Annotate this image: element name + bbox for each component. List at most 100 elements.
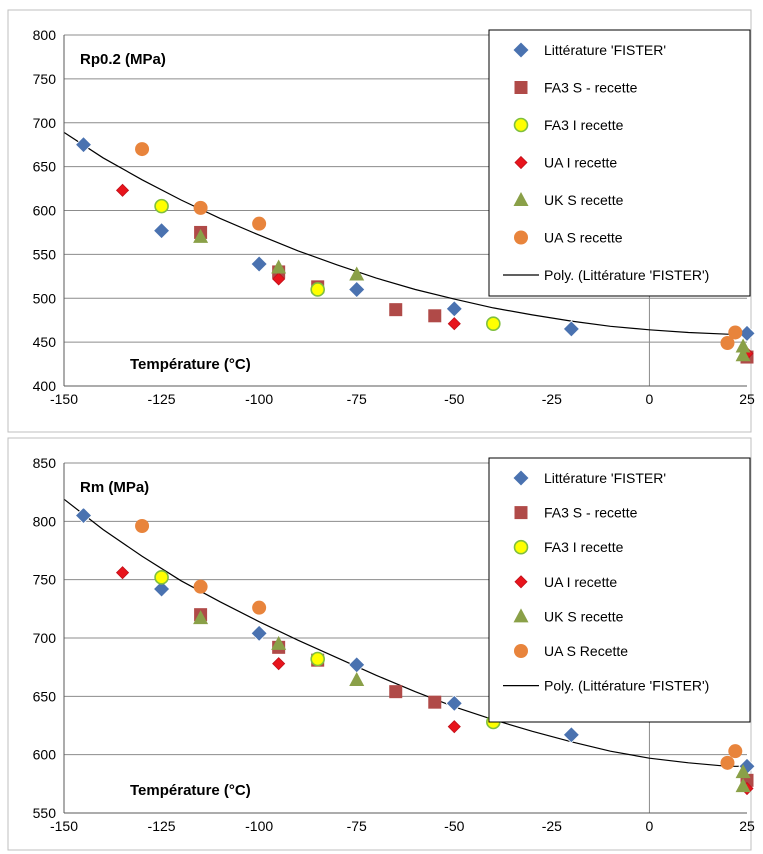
legend-box xyxy=(488,29,751,297)
x-tick-label: -150 xyxy=(50,391,78,407)
legend-label: UK S recette xyxy=(544,608,624,624)
point-uk-s-recette xyxy=(271,635,287,650)
legend-label: Littérature 'FISTER' xyxy=(544,470,666,486)
point-ua-s-recette xyxy=(135,519,150,533)
point-litt-rature-fister xyxy=(153,580,171,598)
point-uk-s-recette xyxy=(193,610,209,625)
y-tick-label: 650 xyxy=(33,688,57,704)
point-litt-rature-fister xyxy=(250,255,268,273)
x-tick-label: -25 xyxy=(542,391,562,407)
point-uk-s-recette xyxy=(271,259,287,274)
x-tick-label: 25 xyxy=(739,818,755,834)
y-tick-label: 750 xyxy=(33,71,57,87)
point-litt-rature-fister xyxy=(74,506,93,525)
axes: 400 450 500 550 600 650 700 750 800 -150 -125 -100 -… xyxy=(33,27,755,407)
point-uk-s-recette xyxy=(349,672,365,686)
y-tick-label: 550 xyxy=(33,805,57,821)
data-points xyxy=(74,506,756,796)
point-ua-s-recette xyxy=(728,325,743,340)
legend-swatch-ua-s-recette xyxy=(514,644,528,658)
x-tick-label: -150 xyxy=(50,818,78,834)
legend: Littérature 'FISTER' FA3 S - recette FA3 I… xyxy=(488,457,751,723)
legend-label: UA S Recette xyxy=(544,643,628,659)
legend-swatch-fa3-i-recette xyxy=(513,539,529,555)
point-fa3-s-recette xyxy=(428,309,442,323)
point-ua-s-recette xyxy=(728,744,743,759)
trendline xyxy=(63,498,747,767)
point-uk-s-recette xyxy=(735,778,751,793)
y-tick-label: 700 xyxy=(33,115,57,131)
legend-swatch-fa3-i-recette xyxy=(513,117,529,133)
point-fa3-i-recette xyxy=(154,570,169,585)
y-tick-label: 750 xyxy=(33,572,57,588)
legend-swatch-litt-rature-fister xyxy=(512,41,530,59)
legend: Littérature 'FISTER' FA3 S - recette FA3 I… xyxy=(488,29,751,297)
y-tick-label: 800 xyxy=(33,27,57,43)
legend-label: UA S recette xyxy=(544,230,623,246)
point-fa3-s-recette xyxy=(389,303,403,317)
point-fa3-i-recette xyxy=(486,316,501,331)
point-fa3-i-recette xyxy=(310,282,325,297)
point-ua-s-recette xyxy=(193,579,208,594)
chart-rp02: 400 450 500 550 600 650 700 750 800 -150 -125 -100 -… xyxy=(7,9,756,433)
legend-label: FA3 S - recette xyxy=(544,80,638,96)
x-tick-label: 25 xyxy=(739,391,755,407)
point-litt-rature-fister xyxy=(250,624,268,642)
point-ua-s-recette xyxy=(720,755,735,770)
point-litt-rature-fister xyxy=(562,320,580,338)
x-axis-label: Température (°C) xyxy=(130,356,251,373)
legend-swatch-uk-s-recette xyxy=(513,192,529,206)
axes: 550 600 650 700 750 800 850 -150 -125 -100 -75 -50 -… xyxy=(33,455,755,834)
data-points xyxy=(74,136,756,364)
point-ua-s-recette xyxy=(720,336,735,351)
legend-swatch-ua-s-recette xyxy=(514,230,528,245)
point-fa3-s-recette xyxy=(428,695,442,709)
point-ua-i-recette xyxy=(447,317,461,331)
y-tick-label: 550 xyxy=(33,246,57,262)
x-tick-label: -100 xyxy=(245,391,273,407)
x-tick-label: -75 xyxy=(347,818,367,834)
x-tick-label: 0 xyxy=(646,818,654,834)
point-litt-rature-fister xyxy=(445,694,463,712)
y-tick-label: 500 xyxy=(33,290,57,306)
legend-swatch-fa3-s-recette xyxy=(514,506,528,520)
point-ua-i-recette xyxy=(115,566,130,580)
legend-swatch-uk-s-recette xyxy=(513,608,529,623)
y-tick-label: 600 xyxy=(33,203,57,219)
legend-swatch-litt-rature-fister xyxy=(512,469,530,487)
y-tick-label: 700 xyxy=(33,630,57,646)
point-ua-i-recette xyxy=(272,657,286,671)
point-ua-s-recette xyxy=(193,200,208,215)
y-tick-label: 400 xyxy=(33,378,57,394)
y-tick-label: 450 xyxy=(33,334,57,350)
legend-swatch-ua-i-recette xyxy=(514,155,528,170)
x-tick-label: -50 xyxy=(444,818,464,834)
x-tick-label: 0 xyxy=(646,391,654,407)
x-tick-label: -100 xyxy=(245,818,273,834)
point-uk-s-recette xyxy=(349,266,365,281)
legend-box xyxy=(488,457,751,723)
chart-border xyxy=(7,437,752,851)
point-ua-i-recette xyxy=(447,720,461,734)
x-tick-label: -125 xyxy=(148,818,176,834)
x-tick-label: -25 xyxy=(542,818,562,834)
chart-title: Rp0.2 (MPa) xyxy=(80,51,166,68)
point-ua-s-recette xyxy=(252,216,267,231)
point-litt-rature-fister xyxy=(445,300,463,318)
legend-swatch-ua-i-recette xyxy=(514,575,528,589)
point-fa3-i-recette xyxy=(310,651,325,667)
point-ua-i-recette xyxy=(115,183,130,197)
y-tick-label: 650 xyxy=(33,159,57,175)
legend-label: Littérature 'FISTER' xyxy=(544,42,666,58)
x-tick-label: -125 xyxy=(148,391,176,407)
point-uk-s-recette xyxy=(735,764,751,779)
legend-label: UA I recette xyxy=(544,574,617,590)
chart-rm: 550 600 650 700 750 800 850 -150 -125 -100 -75 -50 -… xyxy=(7,437,756,851)
point-fa3-s-recette xyxy=(389,685,403,699)
point-fa3-i-recette xyxy=(154,198,169,214)
point-litt-rature-fister xyxy=(562,726,580,744)
point-litt-rature-fister xyxy=(153,222,171,240)
legend-label: FA3 S - recette xyxy=(544,505,638,521)
x-tick-label: -50 xyxy=(444,391,464,407)
